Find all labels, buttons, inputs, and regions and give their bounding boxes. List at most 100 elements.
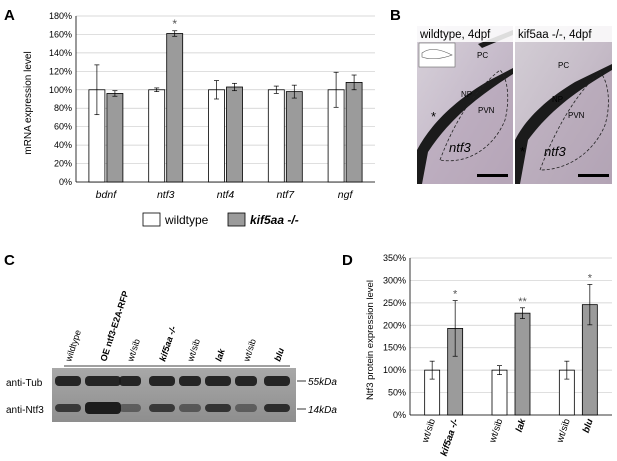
bar-mutant xyxy=(226,86,243,183)
chart-a-y-axis-label: mRNA expression level xyxy=(23,51,34,154)
chart-d-bars: **** xyxy=(424,272,598,416)
scale-bar-right xyxy=(578,174,609,177)
mrna-expression-chart: 0% 20% 40% 60% 80% 100% 120% 140% 160% 180% * bdn… xyxy=(23,11,375,227)
chart-a-legend: wildtype kif5aa -/- xyxy=(142,212,299,227)
lane-label: wildtype xyxy=(63,329,83,364)
label-pc-left: PC xyxy=(477,51,488,60)
tubulin-band xyxy=(235,376,257,386)
lane-label: wt/sib xyxy=(125,338,142,364)
bar-wildtype-sibling xyxy=(491,369,508,416)
y-tick-label: 20% xyxy=(54,159,72,169)
label-gene-left: ntf3 xyxy=(449,140,471,155)
significance-marker: * xyxy=(172,17,177,31)
y-tick-label: 80% xyxy=(54,103,72,113)
label-gene-right: ntf3 xyxy=(544,144,566,159)
y-tick-label: 250% xyxy=(383,298,406,308)
category-label: ntf4 xyxy=(217,189,235,201)
category-label: ntf7 xyxy=(277,189,296,201)
blot-bands xyxy=(55,376,290,414)
chart-d-gridlines xyxy=(409,257,612,416)
y-tick-label: 100% xyxy=(49,85,72,95)
category-label: wt/sib xyxy=(420,418,438,445)
ntf3-band xyxy=(55,404,81,412)
pvn-outline xyxy=(439,69,509,162)
ntf3-band xyxy=(179,404,201,412)
left-image-title: wildtype, 4dpf xyxy=(419,29,491,41)
lane-label: lak xyxy=(213,347,227,363)
lane-label: wt/sib xyxy=(241,338,258,364)
bar-mutant xyxy=(345,82,363,183)
lane-label: OE ntf3-E2A-RFP xyxy=(98,290,130,363)
label-pvn-left: PVN xyxy=(478,106,495,115)
y-tick-label: 0% xyxy=(59,177,72,187)
asterisk-right: * xyxy=(520,144,525,159)
size-label-14: 14kDa xyxy=(308,405,337,416)
right-title-text: kif5aa -/-, 4dpf xyxy=(518,29,592,41)
title-bg-right xyxy=(515,26,612,42)
title-bg-left xyxy=(417,26,513,42)
category-label: lak xyxy=(514,417,529,434)
bar-wildtype xyxy=(267,89,285,183)
chart-a-gridlines xyxy=(75,15,375,183)
inset-larva-drawing xyxy=(421,49,453,60)
row-label-ntf3-text: anti-Ntf3 xyxy=(6,405,44,416)
y-tick-label: 120% xyxy=(49,66,72,76)
dark-tissue-edge xyxy=(417,68,513,184)
panel-label-b: B xyxy=(390,7,401,24)
tubulin-band xyxy=(119,376,141,386)
chart-d-y-axis-label: Ntf3 protein expression level xyxy=(365,280,376,400)
y-tick-label: 0% xyxy=(393,410,406,420)
label-pvn-right: PVN xyxy=(568,111,585,120)
lane-label: blu xyxy=(272,346,286,362)
dark-tissue-edge xyxy=(515,64,612,184)
y-tick-label: 100% xyxy=(383,365,406,375)
protein-expression-chart: 0%50%100%150%200%250%300%350% **** wt/si… xyxy=(365,253,612,458)
lane-label: wt/sib xyxy=(185,338,202,364)
category-label: kif5aa -/- xyxy=(439,418,461,458)
ntf3-band xyxy=(264,404,290,412)
tubulin-band xyxy=(179,376,201,386)
tubulin-band xyxy=(205,376,231,386)
tissue-band xyxy=(417,70,513,184)
panel-label-a: A xyxy=(4,7,15,24)
y-tick-label: 60% xyxy=(54,122,72,132)
tissue-band xyxy=(515,68,612,184)
tubulin-band xyxy=(149,376,175,386)
y-tick-label: 160% xyxy=(49,29,72,39)
legend-swatch-mutant xyxy=(227,212,246,227)
right-image-title: kif5aa -/-, 4dpf xyxy=(518,29,592,41)
label-np-right: NP xyxy=(552,95,563,104)
asterisk-left: * xyxy=(431,109,436,124)
lane-label: kif5aa -/- xyxy=(157,325,178,363)
label-pc-right: PC xyxy=(558,61,569,70)
bar-mutant xyxy=(514,312,531,416)
y-tick-label: 200% xyxy=(383,320,406,330)
pvn-outline xyxy=(539,71,609,171)
ntf3-band xyxy=(149,404,175,412)
chart-d-y-tick-labels: 0% 50% 100% 150% 200% 250% 300% 350% xyxy=(383,253,406,420)
bar-mutant xyxy=(106,93,124,183)
chart-a-y-tick-labels: 0% 20% 40% 60% 80% 100% 120% 140% 160% 180% xyxy=(49,11,72,187)
chart-a-category-labels: bdnf ntf3 ntf4 ntf7 ngf xyxy=(96,189,354,201)
row-label-ntf3: anti-Ntf3 xyxy=(6,405,44,416)
bar-mutant xyxy=(166,33,184,183)
panel-label-c: C xyxy=(4,252,15,269)
microscopy-panel: wildtype, 4dpf PC NP PVN ntf3 * kif5aa -… xyxy=(417,26,612,184)
bar-wildtype xyxy=(148,89,166,183)
y-tick-label: 350% xyxy=(383,253,406,263)
row-label-tub-text: anti-Tub xyxy=(6,378,43,389)
category-label: wt/sib xyxy=(487,418,505,445)
y-tick-label: 300% xyxy=(383,275,406,285)
significance-marker: ** xyxy=(518,296,527,308)
category-label: bdnf xyxy=(96,189,118,201)
y-tick-label: 50% xyxy=(388,388,406,398)
size-label-55: 55kDa xyxy=(308,377,337,388)
significance-marker: * xyxy=(588,272,593,284)
bar-wildtype xyxy=(208,89,225,183)
category-label: ntf3 xyxy=(157,189,175,201)
significance-marker: * xyxy=(453,289,458,301)
category-label: wt/sib xyxy=(554,418,572,445)
legend-label-wildtype: wildtype xyxy=(164,213,209,227)
chart-a-bars: * xyxy=(88,17,363,183)
